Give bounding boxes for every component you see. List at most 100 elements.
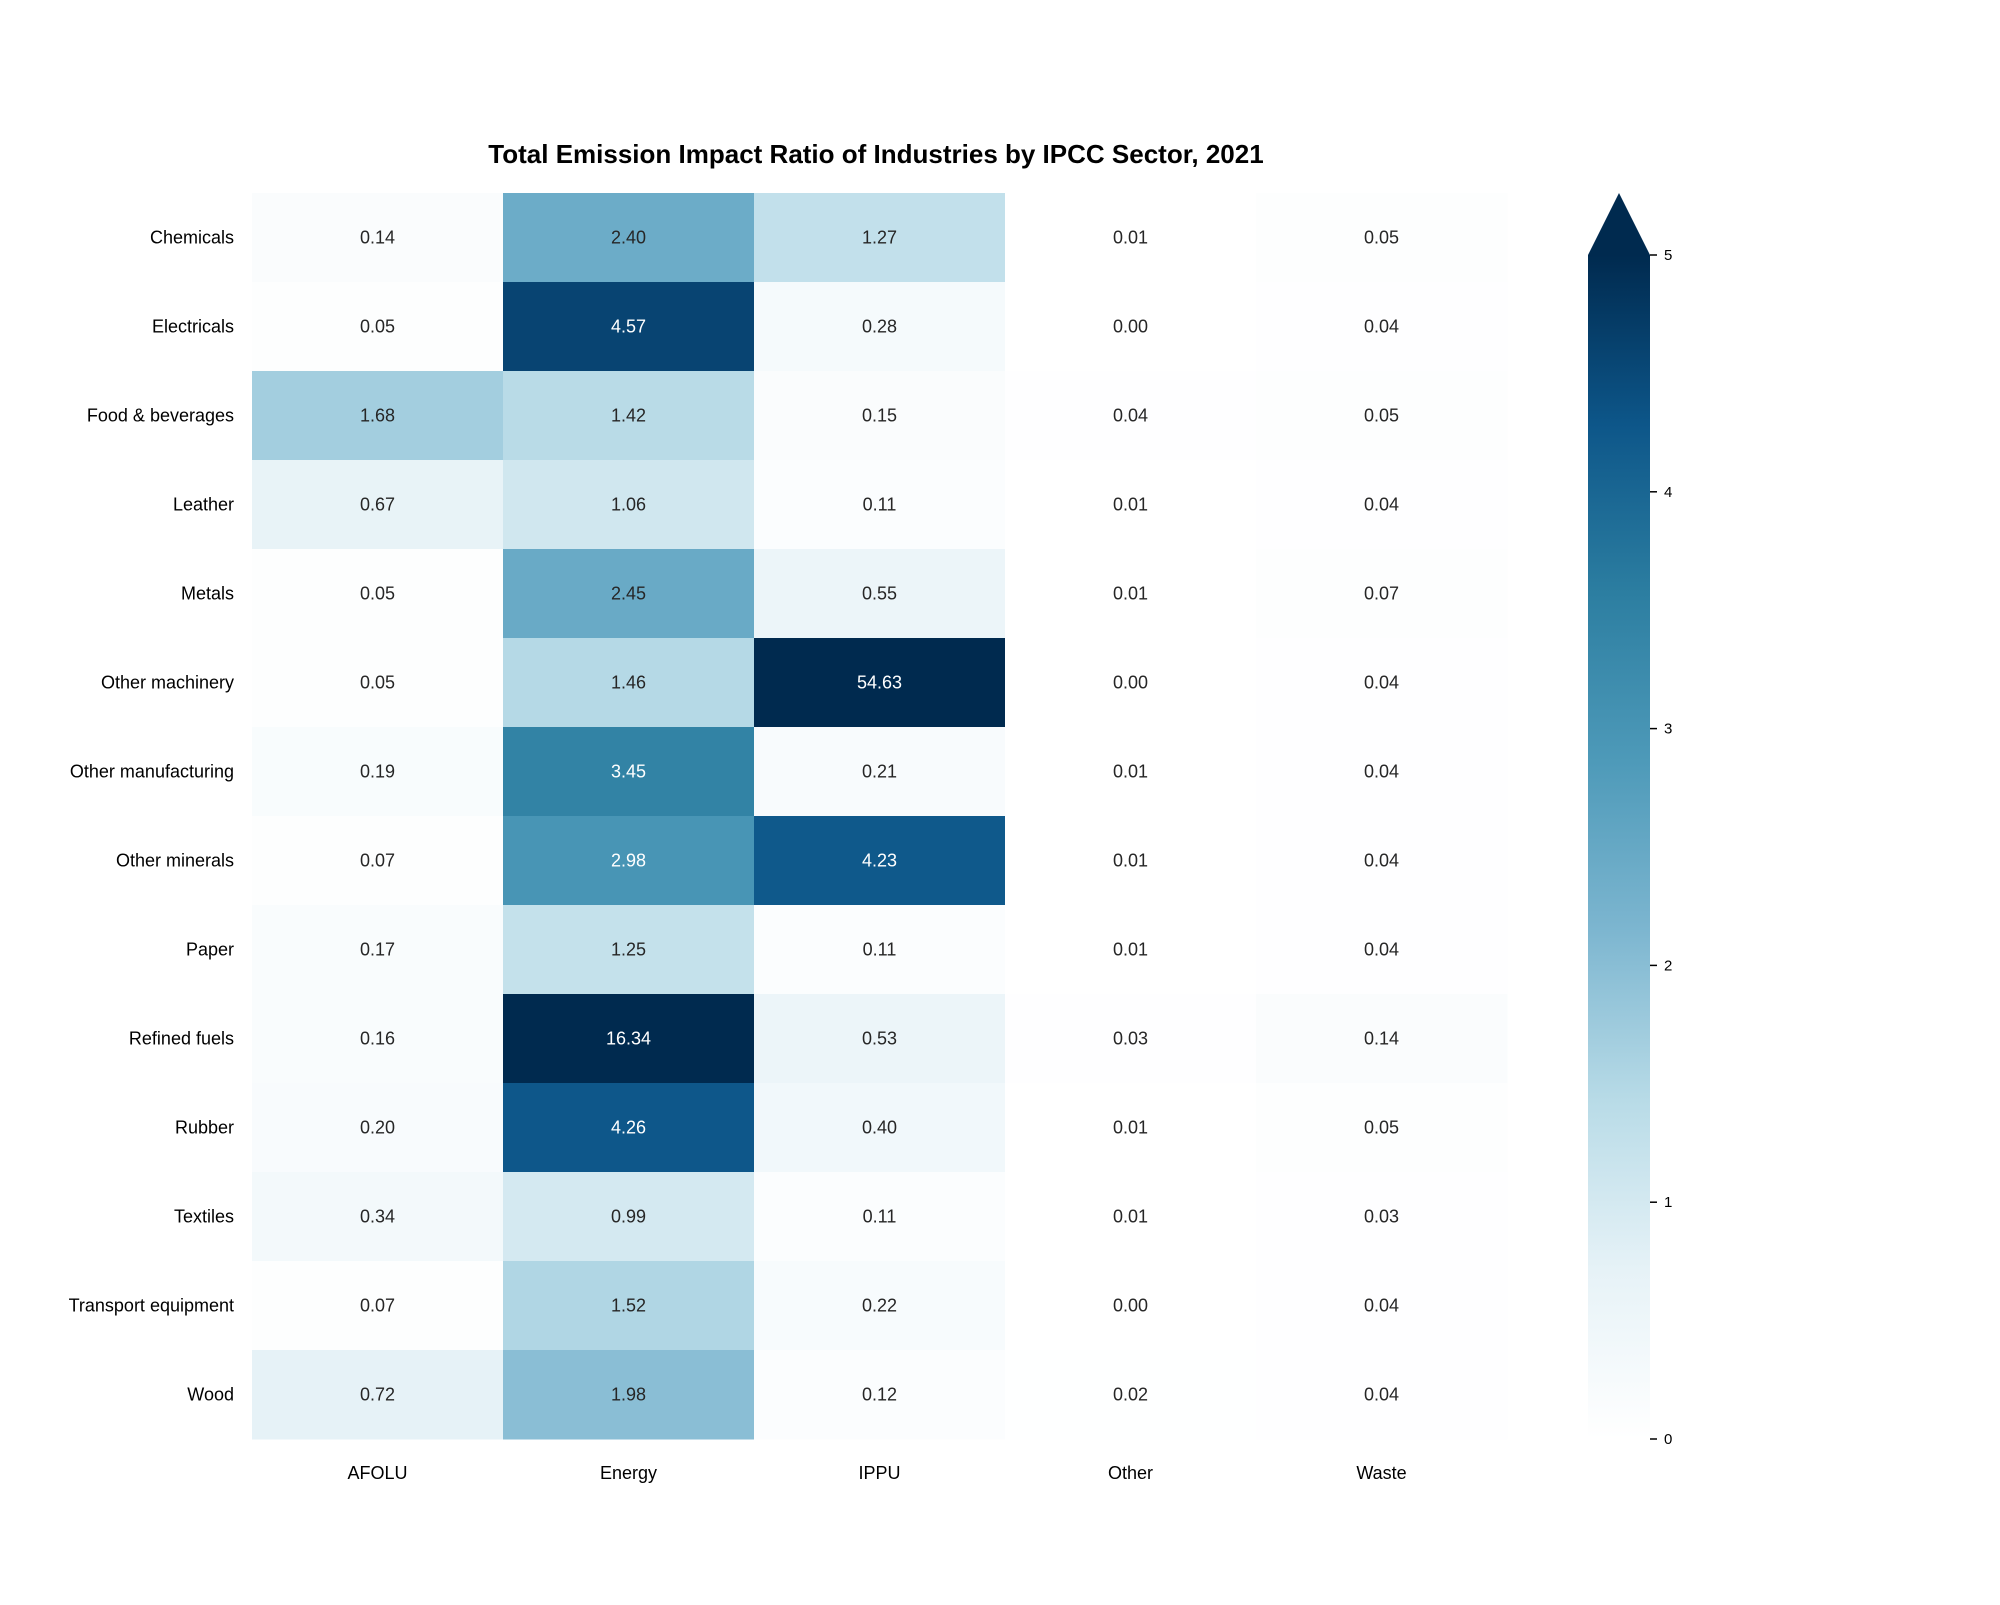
- heatmap-cell: [1256, 1350, 1508, 1440]
- y-tick-label: Electricals: [152, 317, 234, 337]
- cell-value-label: 0.16: [360, 1029, 395, 1049]
- cell-value-label: 16.34: [606, 1029, 651, 1049]
- x-tick-labels: AFOLU Energy IPPU Other Waste: [347, 1463, 1406, 1483]
- heatmap-cell: [754, 460, 1006, 550]
- heatmap-cell: [1005, 1350, 1257, 1440]
- heatmap-cell: [503, 1261, 755, 1351]
- y-tick-label: Food & beverages: [87, 406, 234, 426]
- heatmap-cell: [1005, 1083, 1257, 1173]
- colorbar-tick-label: 0: [1664, 1431, 1672, 1448]
- heatmap-cell: [1256, 371, 1508, 461]
- x-tick-label: IPPU: [858, 1463, 900, 1483]
- cell-value-label: 0.28: [862, 317, 897, 337]
- heatmap-cell: [1256, 460, 1508, 550]
- heatmap-cell: [252, 816, 504, 906]
- heatmap-cell: [503, 1172, 755, 1262]
- heatmap-cell: [503, 727, 755, 817]
- cell-value-label: 0.04: [1364, 673, 1399, 693]
- heatmap-cell: [252, 1350, 504, 1440]
- colorbar-tick-label: 4: [1664, 484, 1672, 501]
- cell-value-label: 0.04: [1113, 406, 1148, 426]
- cell-value-label: 0.12: [862, 1385, 897, 1405]
- heatmap-cell: [1256, 994, 1508, 1084]
- colorbar-tick-label: 3: [1664, 721, 1672, 738]
- cell-value-label: 0.01: [1113, 584, 1148, 604]
- heatmap-cell: [1005, 1172, 1257, 1262]
- colorbar-tick-label: 2: [1664, 957, 1672, 974]
- cell-value-label: 3.45: [611, 762, 646, 782]
- heatmap-cell: [1256, 816, 1508, 906]
- cell-value-label: 0.22: [862, 1296, 897, 1316]
- heatmap-cell: [754, 727, 1006, 817]
- heatmap-cell: [1005, 549, 1257, 639]
- x-tick-label: Waste: [1356, 1463, 1406, 1483]
- heatmap-cell: [1005, 905, 1257, 995]
- cell-value-label: 0.15: [862, 406, 897, 426]
- heatmap-cell: [252, 994, 504, 1084]
- cell-value-label: 0.03: [1113, 1029, 1148, 1049]
- cell-value-label: 0.04: [1364, 851, 1399, 871]
- heatmap-cell: [1256, 1261, 1508, 1351]
- heatmap-cell: [754, 1261, 1006, 1351]
- cell-value-label: 0.05: [360, 317, 395, 337]
- heatmap-cell: [503, 816, 755, 906]
- y-tick-label: Rubber: [175, 1118, 234, 1138]
- colorbar-gradient: [1588, 255, 1650, 1439]
- heatmap-cell: [1005, 371, 1257, 461]
- cell-value-label: 0.03: [1364, 1207, 1399, 1227]
- heatmap-cell: [1005, 727, 1257, 817]
- cell-value-label: 2.98: [611, 851, 646, 871]
- cell-value-label: 54.63: [857, 673, 902, 693]
- cell-value-label: 0.40: [862, 1118, 897, 1138]
- heatmap-cell: [1256, 905, 1508, 995]
- cell-value-label: 4.57: [611, 317, 646, 337]
- cell-value-label: 0.72: [360, 1385, 395, 1405]
- cell-value-label: 0.11: [863, 495, 897, 515]
- heatmap-cell: [252, 727, 504, 817]
- cell-value-label: 1.25: [611, 940, 646, 960]
- cell-value-label: 1.46: [611, 673, 646, 693]
- y-tick-labels: Chemicals Electricals Food & beverages Leat…: [69, 228, 234, 1405]
- cell-value-label: 0.55: [862, 584, 897, 604]
- cell-value-label: 0.00: [1113, 1296, 1148, 1316]
- heatmap-cell: [1005, 638, 1257, 728]
- cell-value-label: 0.11: [863, 1207, 897, 1227]
- chart-title: Total Emission Impact Ratio of Industrie…: [488, 139, 1263, 169]
- y-tick-label: Textiles: [174, 1207, 234, 1227]
- heatmap-cell: [252, 549, 504, 639]
- heatmap-cell: [252, 905, 504, 995]
- cell-value-label: 0.07: [360, 1296, 395, 1316]
- heatmap-cell: [754, 371, 1006, 461]
- cell-value-label: 1.42: [611, 406, 646, 426]
- heatmap-cell: [1005, 816, 1257, 906]
- cell-value-label: 0.67: [360, 495, 395, 515]
- cell-value-label: 2.45: [611, 584, 646, 604]
- heatmap-cell: [754, 282, 1006, 372]
- x-tick-label: Energy: [600, 1463, 657, 1483]
- heatmap-cell: [252, 1261, 504, 1351]
- heatmap-cell: [1005, 282, 1257, 372]
- cell-value-label: 0.01: [1113, 1207, 1148, 1227]
- heatmap-cell: [1256, 549, 1508, 639]
- y-tick-label: Chemicals: [150, 228, 234, 248]
- heatmap-cell: [1256, 193, 1508, 283]
- colorbar: 0 1 2 3 4 5: [1588, 193, 1672, 1448]
- heatmap-cell: [503, 1350, 755, 1440]
- colorbar-extend-arrow: [1588, 193, 1650, 255]
- cell-value-label: 0.11: [863, 940, 897, 960]
- colorbar-tick-label: 1: [1664, 1194, 1672, 1211]
- cell-value-label: 0.20: [360, 1118, 395, 1138]
- heatmap-cell: [754, 193, 1006, 283]
- heatmap-cell: [754, 1172, 1006, 1262]
- cell-value-label: 0.05: [360, 584, 395, 604]
- cell-value-label: 0.01: [1113, 495, 1148, 515]
- cell-value-label: 2.40: [611, 228, 646, 248]
- cell-value-label: 0.14: [1364, 1029, 1399, 1049]
- cell-value-label: 1.27: [862, 228, 897, 248]
- cell-value-label: 1.52: [611, 1296, 646, 1316]
- cell-value-label: 0.21: [862, 762, 897, 782]
- heatmap-cell: [1256, 727, 1508, 817]
- cell-value-label: 1.98: [611, 1385, 646, 1405]
